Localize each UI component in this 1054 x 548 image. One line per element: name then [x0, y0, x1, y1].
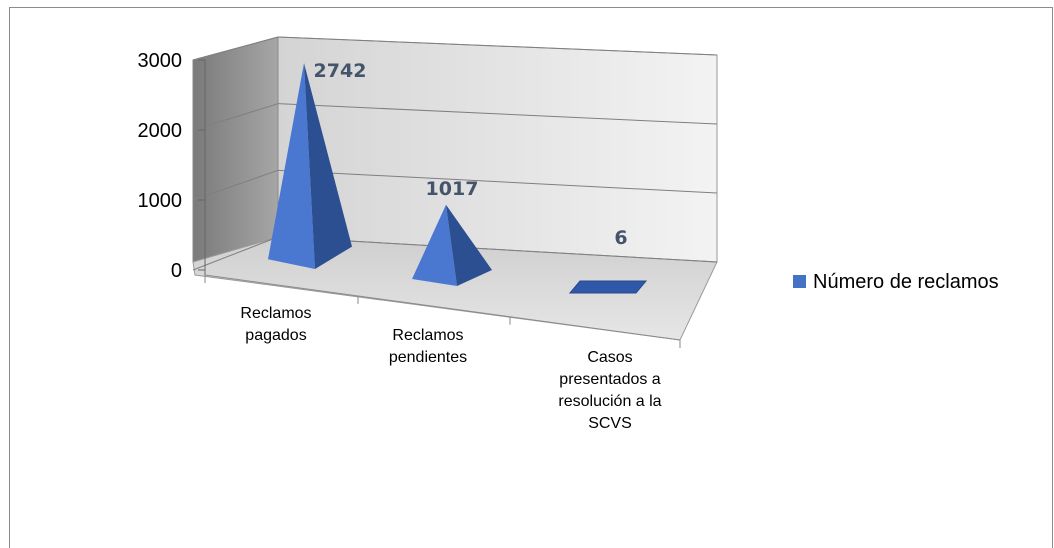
data-label-0: 2742 [314, 60, 367, 82]
gridline-back-1 [277, 169, 718, 194]
x-axis: Reclamos pagados Reclamos pendientes Casos pr… [204, 274, 681, 432]
pyramid-side-face-1 [446, 204, 492, 286]
chart-walls [192, 36, 718, 341]
gridline-side-3 [192, 36, 279, 61]
side-wall [192, 36, 279, 263]
gridline-side-2 [192, 103, 279, 131]
y-tick-label-3: 3000 [138, 50, 183, 72]
gridline-back-3 [277, 36, 718, 56]
pyramid-0 [268, 63, 352, 270]
gridline-back-2 [277, 103, 718, 125]
gridline-side-1 [192, 169, 279, 201]
x-tick-label-0: Reclamos pagados [240, 305, 311, 344]
pyramid-2 [568, 280, 648, 294]
x-axis-line [204, 274, 681, 341]
legend: Número de reclamos [793, 271, 999, 293]
y-tick-label-1: 1000 [138, 190, 183, 212]
pyramid-front-face-1 [412, 204, 457, 286]
legend-label: Número de reclamos [813, 271, 999, 293]
gridline-back-0 [277, 236, 718, 263]
legend-swatch [793, 275, 806, 288]
y-tick-label-0: 0 [171, 260, 182, 282]
pyramid-front-face-0 [268, 63, 315, 270]
pyramid-1 [412, 204, 492, 286]
chart-frame [9, 7, 1053, 548]
data-label-2: 6 [614, 227, 627, 249]
y-tick-label-2: 2000 [138, 120, 183, 142]
x-tick-label-1: Reclamos pendientes [389, 327, 467, 366]
y-axis: 0 1000 2000 3000 [138, 50, 206, 282]
pyramid-side-face-0 [304, 63, 352, 270]
plot-marks: 2742 1017 6 [268, 60, 648, 294]
x-tick-label-2: Casos presentados a resolución a la SCVS [558, 349, 661, 432]
gridline-side-0 [192, 236, 279, 271]
data-label-1: 1017 [426, 178, 479, 200]
